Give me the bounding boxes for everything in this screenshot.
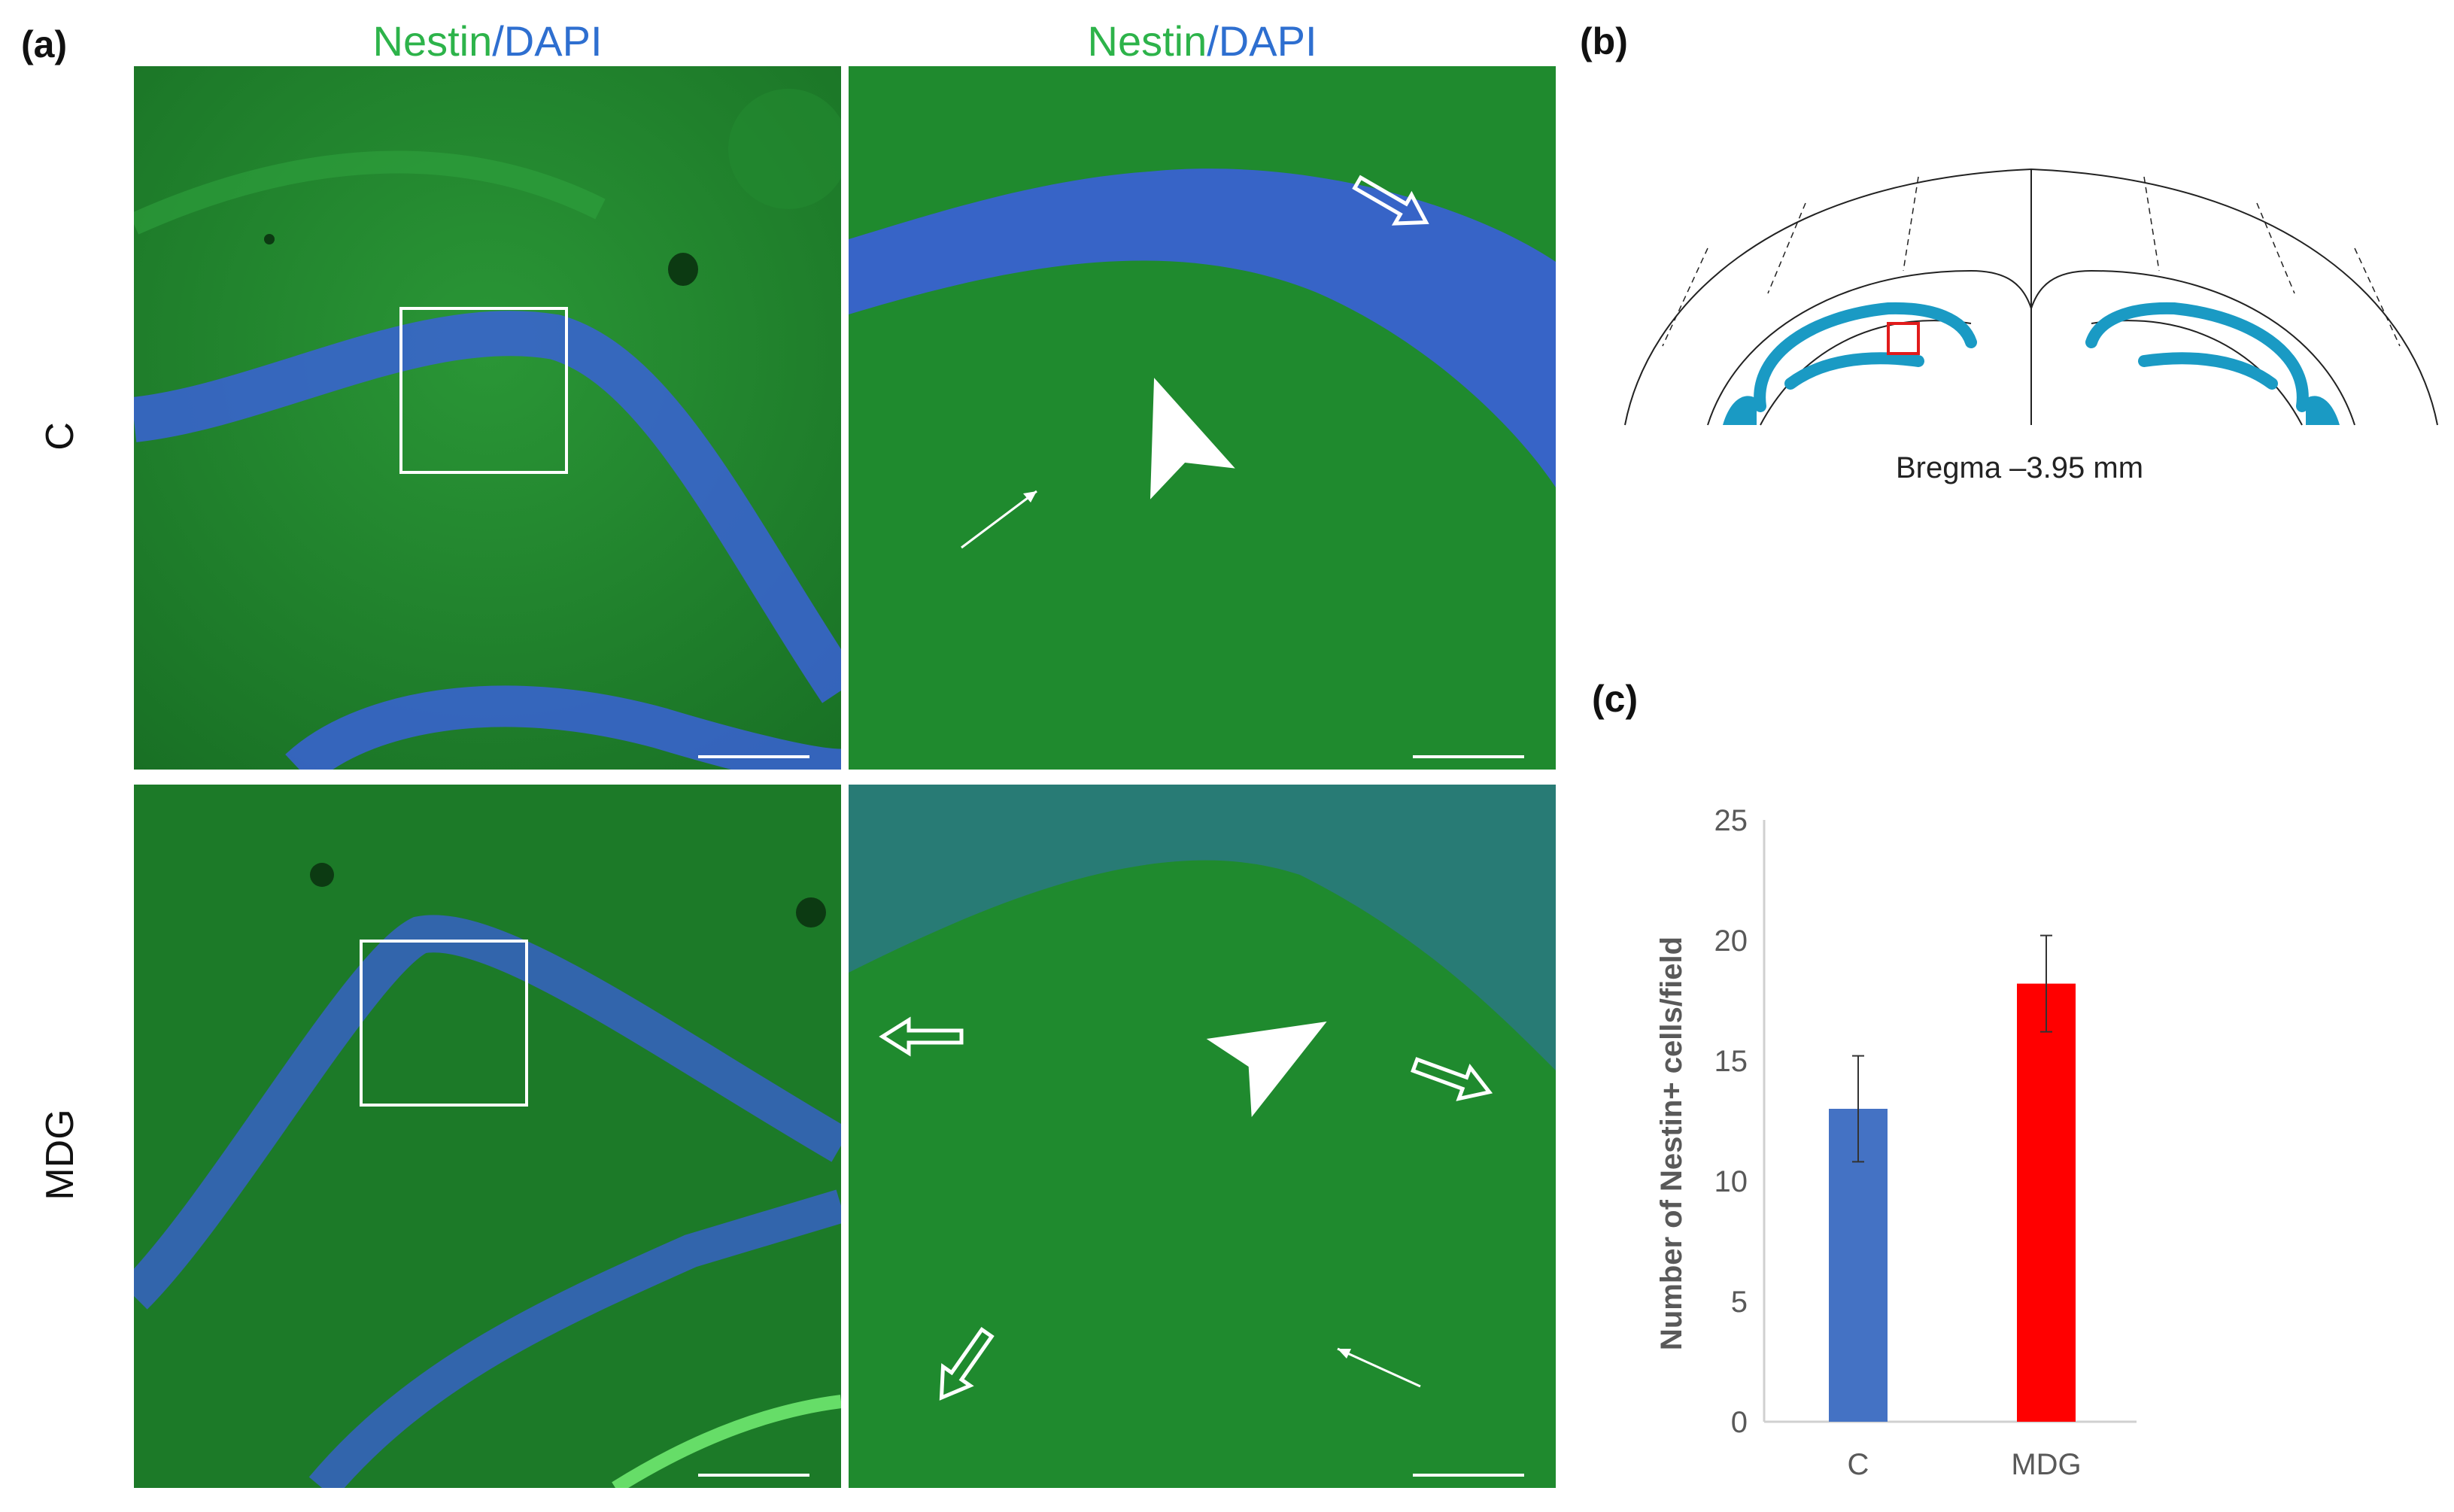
y-tick-label: 25: [1714, 804, 1748, 837]
bar-mdg: [2017, 983, 2076, 1422]
title-separator: /: [492, 17, 504, 65]
dapi-label: DAPI: [503, 17, 603, 65]
panel-c-label: (c): [1592, 678, 1639, 720]
roi-box: [1887, 322, 1920, 355]
row-label-mdg: MDG: [38, 1109, 82, 1201]
roi-box: [360, 940, 528, 1107]
micrograph-control-overview: [134, 66, 841, 770]
micrograph-control-zoom: [849, 66, 1556, 770]
panel-b-label: (b): [1580, 20, 1628, 62]
panel-a-label: (a): [21, 23, 68, 65]
thin-arrow-icon: [961, 490, 1037, 549]
nestin-label: Nestin: [372, 17, 493, 65]
hollow-arrow-icon: [1352, 175, 1429, 226]
micrograph-mdg-overview: [134, 785, 841, 1488]
y-tick-label: 20: [1714, 925, 1748, 958]
nestin-bar-chart: 0 5 10 15 20 25 Number of Nestin+ cells/field C…: [1625, 797, 2377, 1489]
y-tick-label: 0: [1731, 1406, 1748, 1439]
x-tick-label: C: [1848, 1448, 1869, 1481]
brain-atlas-section: [1617, 158, 2445, 429]
title-separator: /: [1207, 17, 1219, 65]
y-tick-label: 15: [1714, 1045, 1748, 1078]
hollow-arrow-icon: [939, 1326, 995, 1401]
y-axis-label: Number of Nestin+ cells/field: [1655, 937, 1688, 1350]
stain-title-right: Nestin/DAPI: [849, 17, 1556, 65]
arrowhead-icon: [1206, 1022, 1327, 1117]
bregma-label: Bregma –3.95 mm: [1896, 451, 2144, 484]
hollow-arrow-icon: [879, 1016, 964, 1057]
x-tick-label: MDG: [2011, 1448, 2081, 1481]
row-label-control: C: [38, 422, 82, 451]
hollow-arrow-icon: [1411, 1057, 1493, 1101]
y-tick-label: 5: [1731, 1286, 1748, 1319]
roi-box: [399, 307, 568, 474]
arrowhead-icon: [1150, 378, 1235, 499]
nestin-label: Nestin: [1087, 17, 1207, 65]
y-tick-label: 10: [1714, 1165, 1748, 1198]
thin-arrow-icon: [1337, 1347, 1421, 1388]
stain-title-left: Nestin/DAPI: [134, 17, 841, 65]
dapi-label: DAPI: [1218, 17, 1317, 65]
micrograph-mdg-zoom: [849, 785, 1556, 1488]
chart-svg: 0 5 10 15 20 25 Number of Nestin+ cells/field C…: [1655, 804, 2137, 1481]
